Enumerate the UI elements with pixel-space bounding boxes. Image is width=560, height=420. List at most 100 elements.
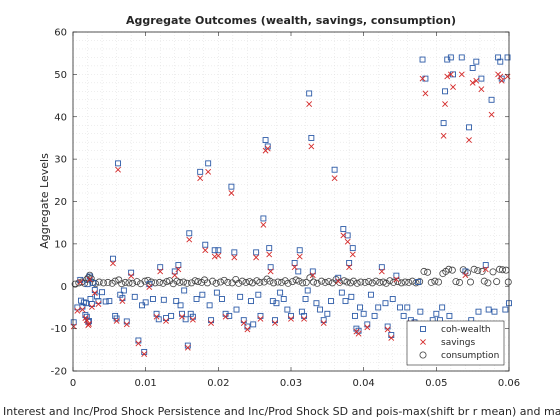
savings-point [388, 335, 395, 341]
coh-wealth-point [400, 312, 407, 319]
consumption-point [169, 280, 177, 288]
coh-wealth-point [253, 249, 260, 256]
savings-point [497, 73, 504, 80]
coh-wealth-point [340, 226, 347, 232]
consumption-point [302, 278, 310, 286]
consumption-point [456, 278, 464, 286]
consumption-point [478, 267, 486, 275]
coh-wealth-point [349, 245, 356, 252]
consumption-point [349, 277, 357, 285]
savings-point [473, 77, 480, 84]
coh-wealth-point [90, 279, 97, 286]
consumption-point [376, 278, 384, 286]
consumption-point [217, 278, 225, 286]
consumption-point [284, 279, 292, 287]
savings-point [240, 320, 247, 327]
savings-point [264, 145, 271, 152]
savings-point [184, 344, 191, 351]
coh-wealth-point [397, 304, 403, 311]
coh-wealth-point [250, 321, 257, 328]
consumption-point [310, 278, 318, 286]
coh-wealth-point [371, 312, 378, 319]
coh-wealth-point [504, 54, 511, 61]
consumption-point [187, 279, 195, 287]
consumption-point [397, 279, 405, 287]
coh-wealth-point [415, 279, 422, 285]
coh-wealth-point [182, 316, 189, 323]
consumption-point [357, 278, 365, 286]
consumption-point [306, 274, 314, 282]
coh-wealth-point [447, 54, 454, 61]
x-tick-label: 0.04 [353, 378, 375, 389]
coh-wealth-point [181, 287, 188, 294]
coh-wealth-point [404, 304, 411, 311]
consumption-point [382, 279, 390, 287]
coh-wealth-point [393, 272, 400, 279]
coh-wealth-point [344, 232, 351, 239]
consumption-point [299, 279, 307, 287]
consumption-point [401, 278, 409, 286]
savings-point [95, 301, 102, 307]
consumption-point [318, 277, 326, 285]
coh-wealth-point [266, 245, 273, 252]
chart-title: Aggregate Outcomes (wealth, savings, con… [126, 14, 456, 27]
savings-point [197, 175, 204, 182]
legend-marker-consumption [419, 351, 427, 359]
savings-point [171, 272, 178, 279]
coh-wealth-point [308, 134, 315, 141]
coh-wealth-point [375, 304, 382, 311]
consumption-point [104, 278, 112, 286]
consumption-point [176, 278, 184, 286]
coh-wealth-point [193, 296, 200, 302]
y-axis: -20 -10 0 10 20 30 40 50 60 [51, 28, 509, 378]
x-tick-label: 0.05 [425, 378, 447, 389]
legend-marker-coh-wealth [420, 326, 426, 332]
coh-wealth-point [328, 298, 334, 305]
coh-wealth-point [157, 264, 164, 271]
y-tick-label: 0 [61, 282, 67, 293]
y-tick-label: 30 [54, 155, 67, 166]
coh-wealth-point [357, 304, 363, 311]
consumption-point [452, 278, 460, 286]
legend-label-savings: savings [441, 338, 475, 348]
savings-point [153, 313, 160, 320]
consumption-point [209, 277, 217, 285]
consumption-point [183, 279, 191, 287]
y-tick-label: 50 [54, 70, 67, 81]
savings-point [355, 330, 362, 337]
savings-point [86, 276, 93, 283]
consumption-point [295, 277, 303, 285]
coh-wealth-point [338, 289, 345, 296]
coh-wealth-point [106, 298, 113, 305]
savings-point [267, 268, 274, 275]
y-axis-label: Aggregate Levels [38, 153, 51, 249]
savings-point [77, 279, 84, 285]
consumption-point [496, 265, 504, 273]
coh-wealth-point [462, 268, 469, 275]
coh-wealth-point [197, 168, 204, 175]
coh-wealth-point [255, 291, 262, 298]
consumption-point [118, 280, 126, 288]
y-tick-label: 20 [54, 197, 67, 208]
consumption-point [274, 278, 282, 286]
coh-wealth-point [213, 289, 220, 296]
coh-wealth-point [317, 306, 324, 313]
savings-point [340, 232, 347, 239]
savings-point [141, 351, 148, 357]
savings-point [450, 84, 456, 91]
coh-wealth-point [186, 230, 193, 237]
x-tick-label: 0.06 [498, 378, 520, 389]
consumption-point [144, 276, 152, 284]
savings-point [83, 317, 90, 324]
savings-point [189, 316, 196, 323]
savings-point [79, 306, 86, 313]
consumption-point [163, 278, 171, 286]
consumption-point [111, 277, 119, 285]
savings-point [146, 284, 153, 291]
savings-point [478, 86, 485, 93]
x-tick-label: 0.02 [207, 378, 229, 389]
consumption-point [365, 278, 373, 286]
consumption-point [100, 279, 108, 287]
savings-point [301, 315, 307, 322]
